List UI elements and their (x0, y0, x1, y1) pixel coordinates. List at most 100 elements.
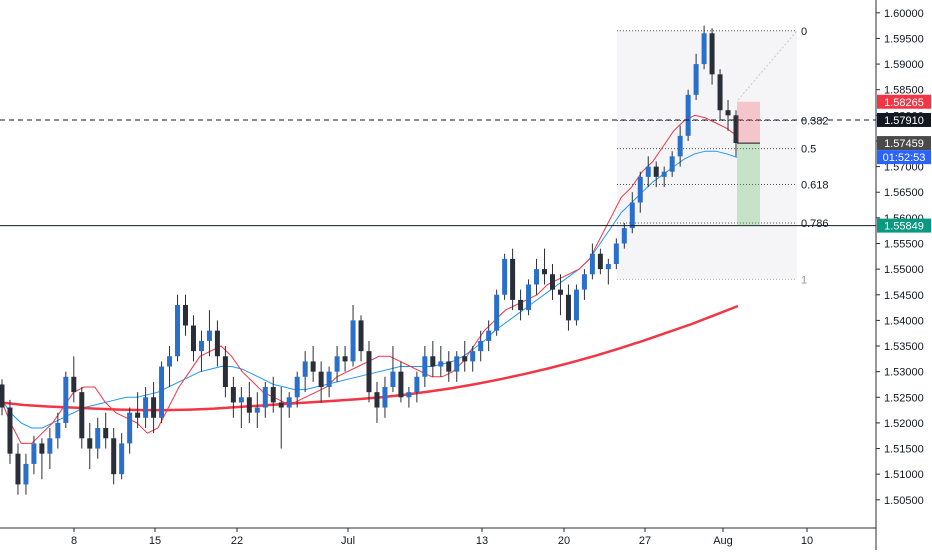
candle-body[interactable] (685, 94, 691, 136)
candle-body[interactable] (358, 320, 364, 352)
candle-body[interactable] (422, 356, 428, 377)
candle-body[interactable] (254, 407, 260, 413)
candle-body[interactable] (438, 361, 444, 367)
candle-body[interactable] (310, 361, 316, 372)
candle-body[interactable] (143, 397, 149, 418)
candle-body[interactable] (294, 376, 300, 398)
candle-body[interactable] (605, 264, 611, 270)
candle-body[interactable] (645, 166, 651, 177)
candle-body[interactable] (677, 135, 683, 157)
candle-body[interactable] (334, 356, 340, 372)
candle-body[interactable] (270, 387, 276, 403)
candle-body[interactable] (206, 330, 212, 341)
candle-body[interactable] (725, 110, 731, 116)
candle-body[interactable] (446, 361, 452, 372)
price-tick-label: 1.55500 (884, 238, 924, 250)
candle-body[interactable] (526, 284, 532, 311)
candle-body[interactable] (111, 438, 117, 475)
price-tick-label: 1.51500 (884, 444, 924, 456)
candle-body[interactable] (15, 453, 21, 485)
candle-body[interactable] (382, 387, 388, 408)
candle-body[interactable] (637, 176, 643, 203)
candle-body[interactable] (278, 402, 284, 408)
candle-body[interactable] (494, 294, 500, 331)
candle-body[interactable] (87, 438, 93, 449)
candle-body[interactable] (534, 269, 540, 285)
candle-body[interactable] (510, 258, 516, 300)
candle-body[interactable] (430, 356, 436, 367)
candle-body[interactable] (39, 443, 45, 454)
candle-body[interactable] (103, 428, 109, 439)
price-badge-label: 1.58265 (884, 97, 924, 109)
candle-body[interactable] (175, 305, 181, 357)
candle-body[interactable] (127, 412, 133, 444)
stop-loss-zone[interactable] (737, 101, 760, 144)
candle-body[interactable] (613, 243, 619, 264)
candle-body[interactable] (573, 289, 579, 321)
take-profit-zone[interactable] (737, 143, 760, 226)
candle-body[interactable] (63, 376, 69, 423)
candle-body[interactable] (159, 366, 165, 418)
candle-body[interactable] (581, 274, 587, 290)
candle-body[interactable] (23, 463, 29, 485)
candle-body[interactable] (246, 397, 252, 413)
candle-body[interactable] (47, 438, 53, 454)
candle-body[interactable] (669, 156, 675, 172)
candle-body[interactable] (79, 392, 85, 439)
candle-body[interactable] (478, 340, 484, 352)
price-badge (877, 94, 931, 109)
candle-body[interactable] (550, 274, 555, 290)
candle-body[interactable] (262, 387, 268, 408)
candle-body[interactable] (486, 330, 492, 341)
candle-body[interactable] (366, 351, 372, 393)
candle-body[interactable] (629, 202, 635, 229)
candle-body[interactable] (135, 412, 141, 418)
candle-body[interactable] (398, 371, 404, 398)
candle-body[interactable] (190, 325, 196, 352)
candle-body[interactable] (286, 397, 292, 408)
candle-body[interactable] (717, 74, 723, 111)
candle-body[interactable] (71, 376, 77, 393)
candle-body[interactable] (701, 33, 707, 65)
candle-body[interactable] (151, 397, 157, 418)
candle-body[interactable] (518, 299, 524, 311)
candle-body[interactable] (470, 351, 476, 362)
candle-body[interactable] (167, 356, 173, 367)
candle-body[interactable] (350, 320, 356, 362)
candle-body[interactable] (565, 294, 571, 321)
candle-body[interactable] (693, 64, 699, 95)
candle-body[interactable] (326, 371, 332, 388)
candle-body[interactable] (95, 428, 101, 449)
candle-body[interactable] (621, 228, 627, 244)
candle-body[interactable] (597, 253, 603, 270)
candle-body[interactable] (222, 356, 228, 388)
candle-body[interactable] (390, 371, 396, 388)
candle-body[interactable] (414, 376, 420, 393)
candle-body[interactable] (342, 356, 348, 362)
candle-body[interactable] (55, 422, 61, 439)
candle-body[interactable] (7, 407, 13, 454)
candle-body[interactable] (183, 305, 188, 326)
candle-body[interactable] (709, 33, 715, 75)
candle-body[interactable] (119, 443, 125, 475)
candle-body[interactable] (238, 397, 244, 403)
candle-body[interactable] (661, 171, 667, 177)
candle-body[interactable] (502, 258, 508, 295)
candle-body[interactable] (302, 361, 308, 377)
candle-body[interactable] (198, 340, 204, 352)
candle-body[interactable] (733, 115, 739, 144)
candle-body[interactable] (214, 330, 220, 357)
candle-body[interactable] (318, 371, 324, 388)
candle-body[interactable] (653, 166, 659, 177)
candle-body[interactable] (230, 387, 236, 403)
candle-body[interactable] (374, 392, 380, 408)
candle-body[interactable] (406, 392, 412, 398)
candle-body[interactable] (542, 269, 548, 275)
candle-body[interactable] (31, 443, 37, 464)
candle-body[interactable] (454, 356, 460, 372)
candle-body[interactable] (462, 356, 468, 362)
candle-body[interactable] (589, 253, 595, 275)
candle-body[interactable] (557, 289, 563, 295)
candle-body[interactable] (0, 384, 5, 408)
